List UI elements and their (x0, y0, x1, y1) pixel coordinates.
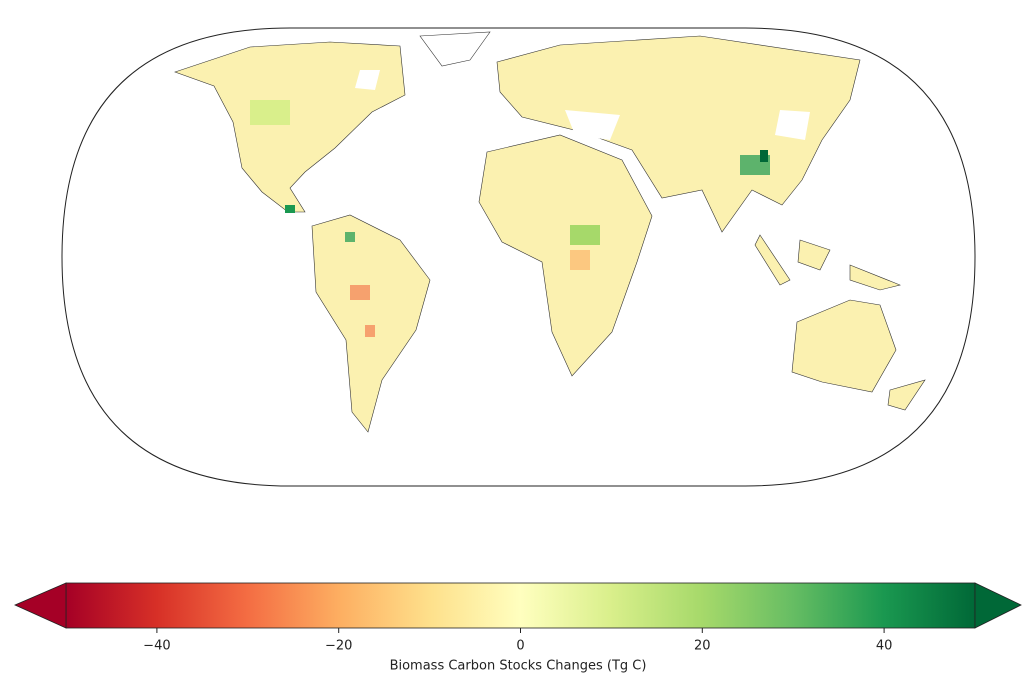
tick-label: 0 (516, 639, 524, 654)
islands (754, 234, 926, 411)
tick-label: −40 (143, 639, 170, 654)
tick-label: 20 (694, 639, 711, 654)
tick-label: −20 (325, 639, 352, 654)
tick-label: 40 (876, 639, 893, 654)
no-data-area (355, 70, 810, 140)
change-hotspots (250, 100, 770, 245)
colorbar-extend-high (974, 582, 1022, 629)
greenland (419, 31, 491, 67)
eurasia (496, 35, 861, 233)
loss-hotspots (350, 250, 590, 337)
colorbar (65, 582, 976, 629)
south-america (311, 214, 431, 433)
map (61, 27, 976, 487)
north-america (174, 41, 406, 213)
australia (791, 299, 897, 393)
colorbar-extend-low (14, 582, 67, 629)
africa (478, 134, 653, 377)
colorbar-label: Biomass Carbon Stocks Changes (Tg C) (390, 659, 647, 674)
